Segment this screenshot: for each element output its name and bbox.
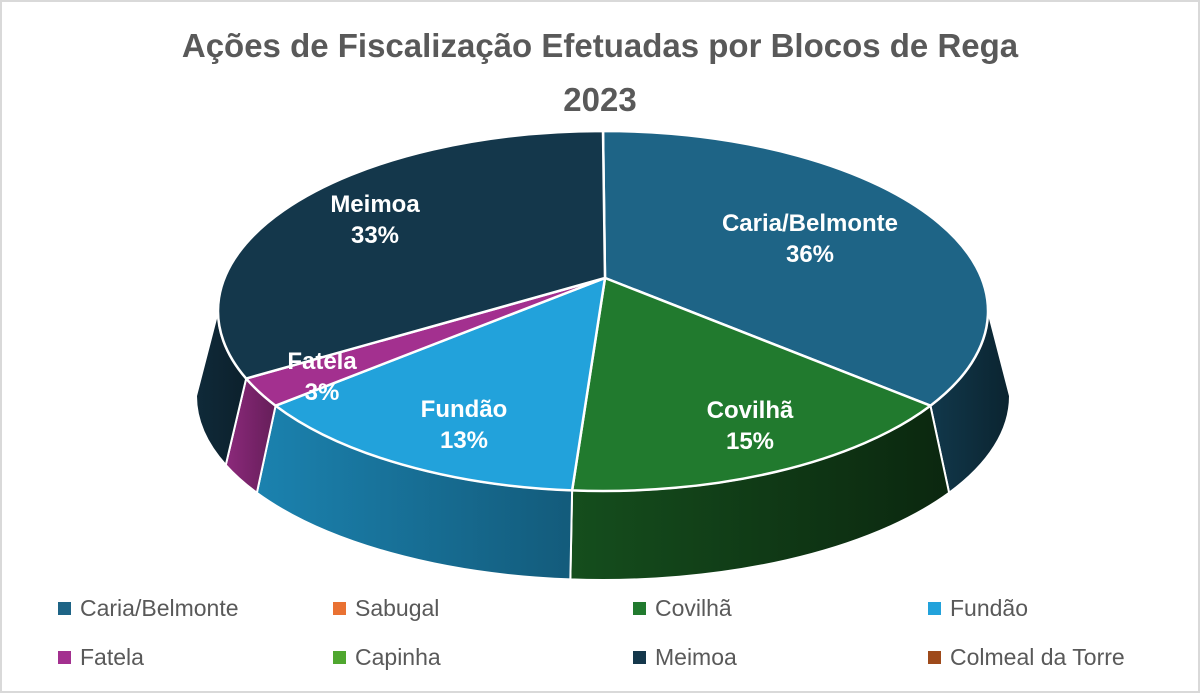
legend-marker-caria-belmonte [58,601,71,615]
legend-label: Capinha [355,643,441,670]
legend-label: Fundão [950,594,1029,621]
pie-label-meimoa: Meimoa 33% [330,191,420,249]
pie-slice-covilha [570,276,932,493]
legend-marker-fatela [58,650,71,664]
pie-slice-caria-belmonte [601,129,990,407]
pie-label-covilha: Covilhã 15% [707,397,794,455]
legend-item-covilha: Covilhã [633,595,732,621]
legend-marker-colmeal-da-torre [928,650,941,664]
legend-item-caria-belmonte: Caria/Belmonte [58,595,239,621]
legend-marker-capinha [333,650,346,664]
legend-item-fundao: Fundão [928,595,1028,621]
pie-slice-fundao [274,276,607,492]
legend-label: Sabugal [355,594,440,621]
legend-item-capinha: Capinha [333,644,441,670]
legend-marker-covilha [633,601,646,615]
legend-label: Colmeal da Torre [950,643,1125,670]
legend-marker-meimoa [633,650,646,664]
legend-label: Covilhã [655,594,732,621]
pie-label-caria-belmonte: Caria/Belmonte 36% [722,210,898,268]
pie-label-fatela: Fatela 3% [287,348,357,406]
legend-item-fatela: Fatela [58,644,144,670]
legend-item-sabugal: Sabugal [333,595,439,621]
legend-label: Caria/Belmonte [80,594,239,621]
chart-title: Ações de Fiscalização Efetuadas por Bloc… [181,27,1019,64]
chart-title-year: 2023 [563,81,637,118]
legend-marker-fundao [928,601,941,615]
legend-item-meimoa: Meimoa [633,644,737,670]
legend-item-colmeal-da-torre: Colmeal da Torre [928,644,1125,670]
legend-label: Fatela [80,643,144,670]
legend-marker-sabugal [333,601,346,615]
pie-slice-meimoa [216,129,607,380]
pie-label-fundao: Fundão 13% [421,396,508,454]
legend-label: Meimoa [655,643,737,670]
